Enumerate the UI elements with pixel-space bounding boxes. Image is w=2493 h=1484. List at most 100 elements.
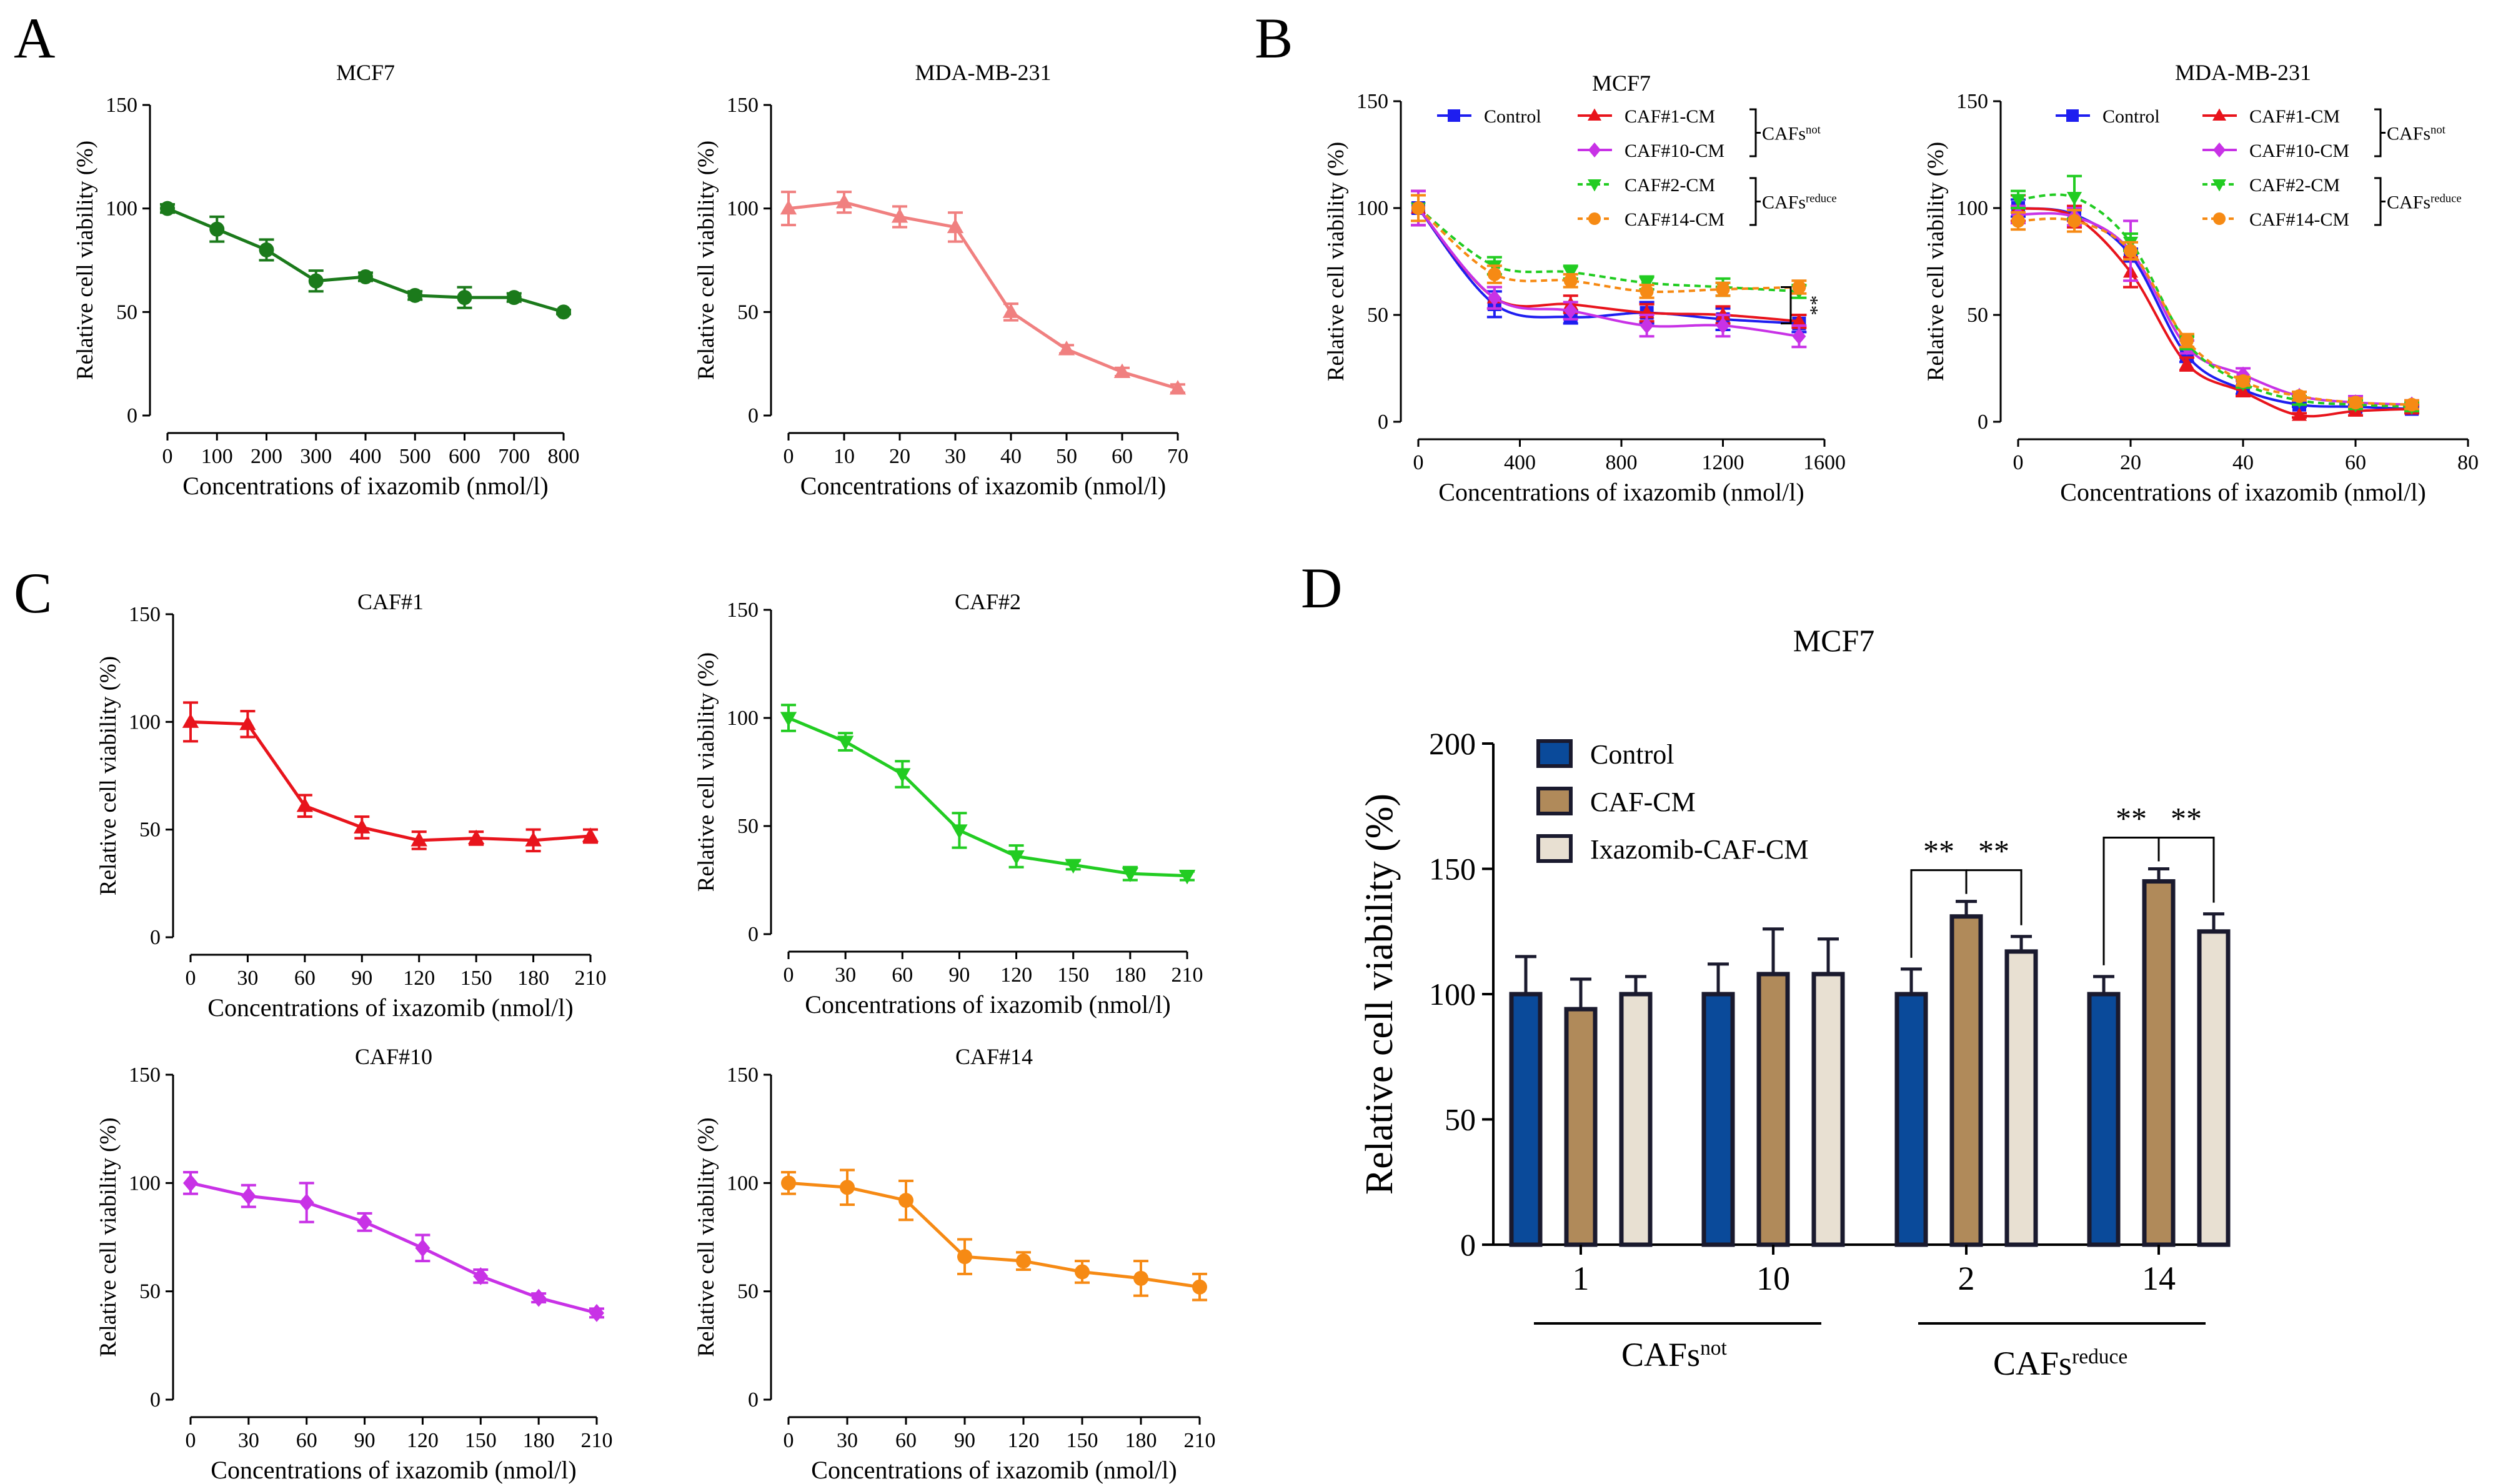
data-point <box>1122 867 1139 882</box>
x-tick-label: 30 <box>837 1429 858 1452</box>
y-axis-label: Relative cell viability (%) <box>694 141 719 380</box>
x-tick-label: 210 <box>1184 1429 1216 1452</box>
x-axis-label: Concentrations of ixazomib (nmol/l) <box>211 1456 576 1484</box>
series-MCF7 <box>160 201 571 320</box>
x-tick-label: 0 <box>1413 451 1424 474</box>
y-tick-label: 150 <box>106 94 137 117</box>
data-point <box>1640 284 1654 299</box>
bar-CAF-CM <box>1564 1007 1598 1247</box>
y-tick-label: 50 <box>737 301 759 324</box>
data-point <box>780 199 797 215</box>
data-point <box>1792 328 1806 345</box>
series-Control <box>1411 189 1807 334</box>
y-tick-label: 150 <box>1429 852 1476 887</box>
data-point <box>259 242 274 257</box>
data-point <box>182 713 199 728</box>
x-tick-label: 1200 <box>1702 451 1744 474</box>
y-tick-label: 0 <box>127 404 137 427</box>
data-point <box>1716 282 1730 296</box>
series-line <box>190 720 591 842</box>
y-axis-label: Relative cell viability (%) <box>96 656 121 895</box>
x-tick-label: 0 <box>186 967 196 990</box>
data-point <box>2066 192 2082 206</box>
data-point <box>1002 303 1020 318</box>
series-line <box>2018 207 2412 411</box>
y-tick-label: 150 <box>727 1063 759 1087</box>
x-tick-label: 180 <box>517 967 549 990</box>
legend-label: CAF#14-CM <box>1625 209 1724 230</box>
x-tick-label: 150 <box>460 967 492 990</box>
data-point <box>308 273 324 289</box>
x-tick-label: 200 <box>251 445 282 468</box>
x-tick-label: 800 <box>1606 451 1638 474</box>
x-tick-label: 60 <box>296 1429 317 1452</box>
x-axis-label: Concentrations of ixazomib (nmol/l) <box>182 472 548 500</box>
bar-CAF-CM <box>2142 879 2176 1247</box>
chart-title: CAF#14 <box>955 1044 1033 1069</box>
x-tick-label: 120 <box>1000 964 1032 987</box>
legend-marker <box>2213 142 2226 157</box>
y-tick-label: 50 <box>139 819 161 842</box>
legend-group-label: CAFsnot <box>2387 123 2446 144</box>
x-tick-label: 800 <box>548 445 580 468</box>
x-tick-label: 60 <box>2345 451 2366 474</box>
data-point <box>1178 869 1196 885</box>
line-chart-7: 0 50 100 150 0 30 60 90 120 150 180 210 Concentratio… <box>694 1044 1216 1484</box>
x-tick-label: 90 <box>948 964 970 987</box>
series-CAF#1-CM <box>2010 194 2420 421</box>
x-tick-label: 120 <box>1008 1429 1040 1452</box>
legend-swatch <box>1536 739 1573 768</box>
x-tick-label: 60 <box>1112 445 1133 468</box>
y-tick-label: 0 <box>150 1388 161 1412</box>
y-tick-label: 50 <box>139 1280 161 1303</box>
data-point <box>1169 380 1187 395</box>
line-chart-6: 0 50 100 150 0 30 60 90 120 150 180 210Concentratio… <box>96 1044 613 1484</box>
group-label-reduce-base: CAFs <box>1993 1345 2072 1382</box>
x-tick-label: 150 <box>1067 1429 1098 1452</box>
y-tick-label: 100 <box>1356 197 1388 220</box>
data-point <box>1192 1279 1207 1295</box>
y-tick-label: 0 <box>150 926 161 949</box>
x-tick-label: 0 <box>784 445 794 468</box>
y-tick-label: 0 <box>748 923 759 946</box>
bar-CAF-CM <box>1756 972 1790 1247</box>
legend-group-label-sup: not <box>1806 123 1821 136</box>
x-tick-label: 0 <box>186 1429 196 1452</box>
legend-label: CAF#2-CM <box>1625 175 1715 196</box>
x-tick-label: 90 <box>954 1429 975 1452</box>
y-axis-label: Relative cell viability (%) <box>694 652 719 892</box>
y-tick-label: 100 <box>727 707 759 730</box>
legend-marker <box>2212 108 2226 121</box>
bar-chart: 0 50 100 150 200 Relative cell viability (%) M… <box>1358 623 2231 1382</box>
data-point <box>2124 244 2137 258</box>
x-tick-label: 1 <box>1573 1260 1590 1297</box>
legend-marker <box>2212 179 2226 192</box>
x-tick-label: 60 <box>294 967 316 990</box>
data-point <box>2010 194 2026 207</box>
y-tick-label: 100 <box>129 1172 161 1195</box>
chart-title: MDA-MB-231 <box>2175 60 2311 85</box>
x-axis-label: Concentrations of ixazomib (nmol/l) <box>207 993 573 1022</box>
series-CAF#10-CM <box>1411 189 1807 349</box>
legend-marker <box>1588 108 1601 121</box>
legend-bracket <box>2374 108 2386 157</box>
x-tick-label: 90 <box>351 967 372 990</box>
series-line <box>1417 207 1799 323</box>
bar-Ixazomib-CAF-CM <box>2004 949 2038 1247</box>
legend-label: Control <box>1484 106 1541 127</box>
x-tick-label: 700 <box>498 445 530 468</box>
chart-title: CAF#2 <box>955 589 1021 614</box>
series-CAF#2-CM <box>1410 194 1807 300</box>
x-tick-label: 50 <box>1056 445 1077 468</box>
bar-Ixazomib-CAF-CM <box>1811 972 1845 1247</box>
x-tick-label: 0 <box>784 1429 794 1452</box>
legend-marker <box>2213 212 2226 225</box>
bar-CAF-CM <box>1949 914 1983 1247</box>
data-point <box>781 1175 796 1191</box>
y-tick-label: 0 <box>748 404 759 427</box>
legend-label: CAF#2-CM <box>2249 175 2340 196</box>
data-point <box>2179 356 2195 370</box>
x-tick-label: 180 <box>523 1429 555 1452</box>
x-tick-label: 210 <box>575 967 607 990</box>
